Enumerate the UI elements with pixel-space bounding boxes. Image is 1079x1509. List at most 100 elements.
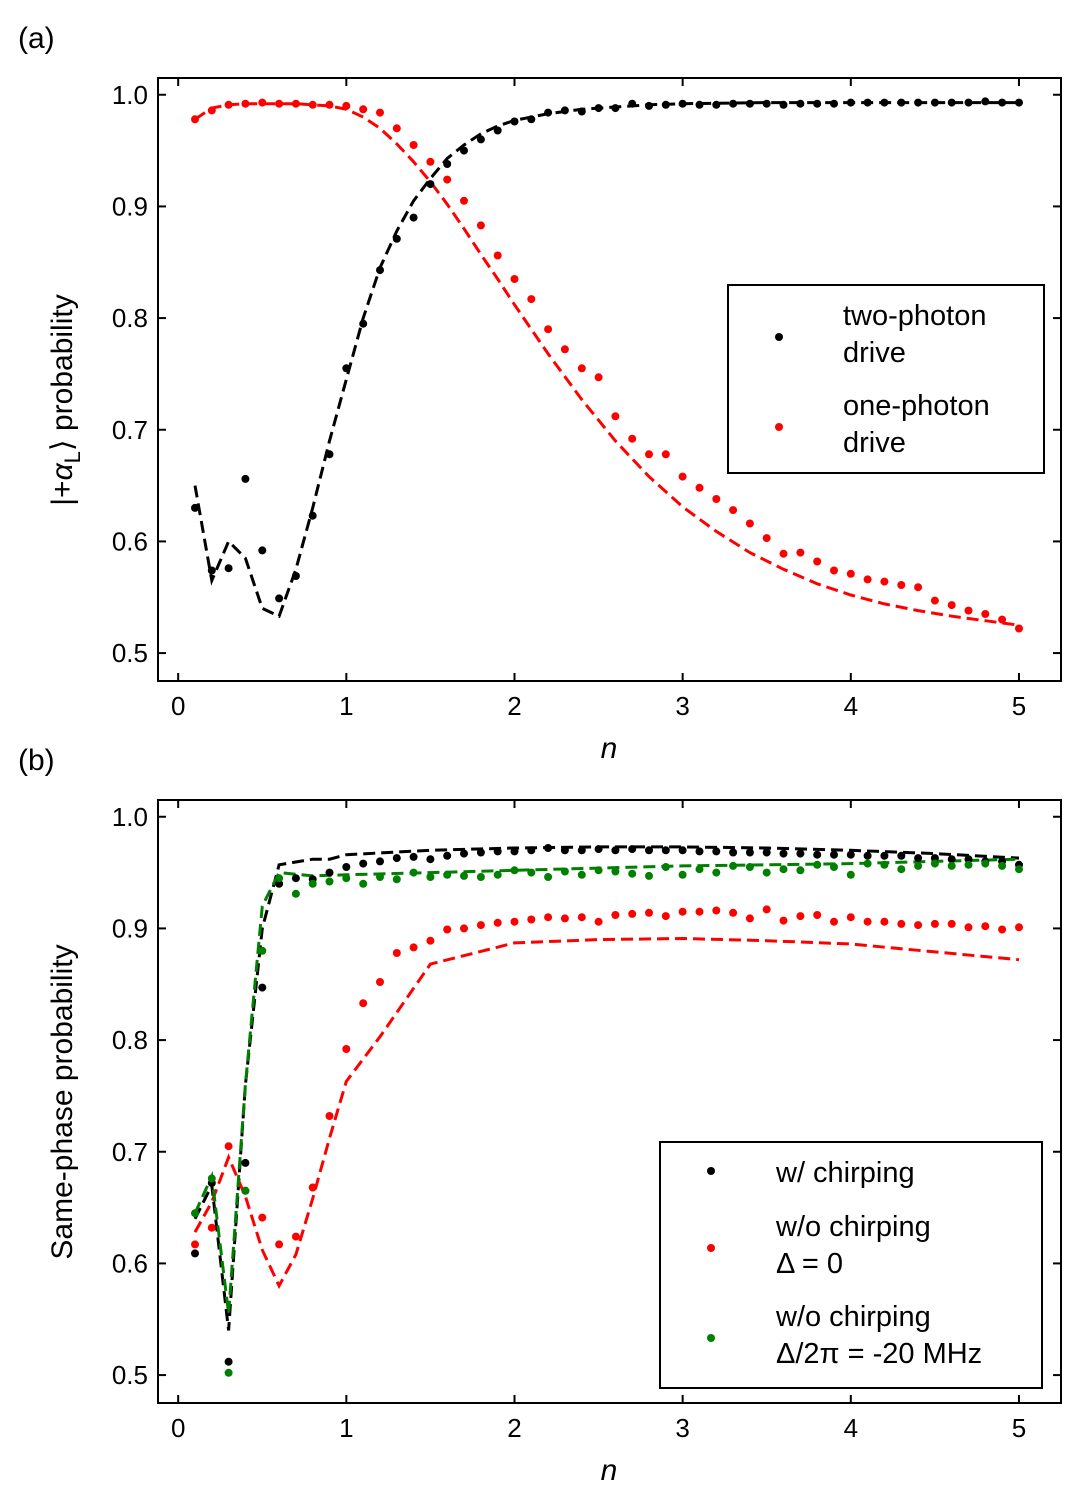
panel-a-label: (a) (18, 22, 55, 55)
panel-b-point-s1 (779, 916, 788, 925)
panel-a-point-s1 (258, 98, 267, 107)
panel-a-point-s0 (813, 99, 822, 108)
panel-b-point-s2 (830, 863, 838, 871)
panel-b-point-s2 (291, 889, 300, 898)
panel-a-point-s1 (443, 175, 452, 184)
panel-b-point-s2 (796, 866, 805, 875)
panel-b-point-s1 (392, 949, 401, 957)
panel-b-point-s2 (678, 870, 687, 879)
panel-b-point-s0 (291, 874, 300, 883)
panel-b-point-s0 (577, 846, 586, 855)
panel-a-point-s1 (577, 364, 586, 373)
panel-a-point-s1 (241, 99, 250, 108)
panel-a-point-s1 (796, 548, 805, 557)
panel-a-ytick-label: 1.0 (112, 80, 148, 110)
panel-a-point-s1 (981, 610, 990, 618)
panel-a: (a) 0 1 2 3 4 5 0.5 0.6 0.7 0.8 0.9 1.0 n |+αL⟩ pro… (18, 22, 1062, 765)
panel-a-point-s1 (712, 495, 721, 503)
panel-b-point-s2 (846, 870, 855, 879)
panel-b-point-s0 (745, 848, 754, 857)
panel-b-point-s0 (258, 983, 267, 992)
panel-b-point-s0 (560, 846, 569, 855)
panel-b-point-s0 (947, 855, 956, 864)
panel-b-point-s2 (325, 877, 334, 886)
panel-a-point-s1 (476, 221, 485, 230)
panel-a-ytick-label: 0.8 (112, 303, 148, 333)
panel-b-point-s2 (241, 1186, 250, 1195)
panel-a-point-s1 (998, 615, 1007, 624)
panel-b-point-s2 (813, 860, 822, 869)
panel-a-point-s0 (241, 474, 250, 483)
panel-b-point-s2 (914, 861, 923, 870)
panel-a-point-s1 (191, 115, 199, 124)
panel-a-point-s0 (544, 108, 553, 117)
panel-a-xtick-label: 4 (844, 691, 858, 721)
panel-b-xtick-label: 0 (171, 1413, 185, 1443)
panel-a-point-s1 (846, 569, 855, 578)
panel-b-point-s2 (544, 873, 553, 881)
panel-b-ticks: 0 1 2 3 4 5 0.5 0.6 0.7 0.8 0.9 1.0 (112, 800, 1061, 1443)
panel-b-ytick-label: 1.0 (112, 802, 148, 832)
legend-label-one-photon-line1: one-photon (843, 390, 990, 422)
panel-b-point-s0 (628, 845, 637, 854)
panel-b-point-s2 (426, 873, 435, 881)
panel-b-points (191, 844, 1023, 1377)
panel-b-point-s1 (897, 919, 906, 928)
panel-a-ytick-label: 0.5 (112, 638, 148, 668)
panel-a-ytick-label: 0.6 (112, 526, 148, 556)
panel-b-point-s1 (510, 917, 519, 926)
panel-a-point-s1 (544, 325, 553, 334)
panel-b-xtick-label: 4 (844, 1413, 858, 1443)
panel-b-point-s1 (426, 936, 435, 945)
panel-a-point-s1 (275, 99, 284, 108)
panel-b-fit-line-1 (193, 936, 1020, 1290)
panel-b-point-s1 (998, 925, 1007, 934)
panel-a-point-s1 (392, 124, 401, 133)
panel-b-point-s1 (207, 1223, 216, 1232)
legend-marker-one-photon (775, 423, 783, 431)
panel-b-point-s1 (544, 913, 553, 922)
panel-a-point-s1 (325, 100, 334, 109)
panel-a-point-s1 (880, 577, 889, 586)
panel-b-point-s2 (897, 865, 906, 874)
panel-b-point-s2 (729, 861, 738, 870)
panel-a-point-s0 (628, 99, 637, 108)
panel-b-point-s2 (762, 868, 771, 877)
panel-b-point-s1 (308, 1183, 317, 1192)
panel-b-point-s1 (359, 999, 368, 1008)
panel-b-point-s0 (241, 1158, 250, 1167)
panel-b-point-s2 (1015, 865, 1023, 874)
panel-a-point-s0 (577, 107, 586, 116)
panel-b-point-s0 (275, 879, 284, 888)
panel-a-point-s1 (762, 534, 771, 543)
panel-b-point-s2 (191, 1209, 199, 1218)
panel-a-point-s1 (224, 100, 233, 109)
panel-a-point-s0 (443, 160, 452, 168)
panel-a-point-s1 (813, 557, 822, 566)
panel-b-point-s1 (762, 905, 771, 914)
panel-a-point-s0 (191, 503, 199, 512)
panel-a-point-s0 (376, 266, 384, 275)
panel-b-point-s1 (476, 921, 485, 930)
panel-a-point-s1 (645, 450, 653, 459)
panel-a-point-s0 (796, 99, 805, 108)
panel-b-point-s0 (611, 846, 620, 855)
panel-a-point-s1 (947, 601, 956, 610)
panel-b-point-s1 (325, 1112, 334, 1120)
panel-b-point-s1 (863, 917, 872, 926)
panel-b-point-s2 (779, 865, 788, 874)
panel-a-ytick-label: 0.7 (112, 415, 148, 445)
panel-b-point-s0 (359, 859, 368, 868)
panel-b-point-s1 (577, 913, 586, 922)
panel-b-point-s1 (947, 919, 956, 928)
panel-b-point-s1 (376, 978, 384, 986)
panel-b-point-s1 (964, 923, 973, 932)
panel-b-point-s2 (577, 870, 586, 879)
panel-b-point-s2 (308, 879, 317, 888)
panel-a-point-s1 (291, 99, 300, 108)
legend-label-two-photon-line1: two-photon (843, 300, 987, 332)
panel-b-point-s2 (258, 946, 267, 955)
panel-b-point-s0 (224, 1357, 233, 1366)
panel-a-xtick-label: 5 (1012, 691, 1026, 721)
panel-a-point-s0 (729, 99, 738, 108)
